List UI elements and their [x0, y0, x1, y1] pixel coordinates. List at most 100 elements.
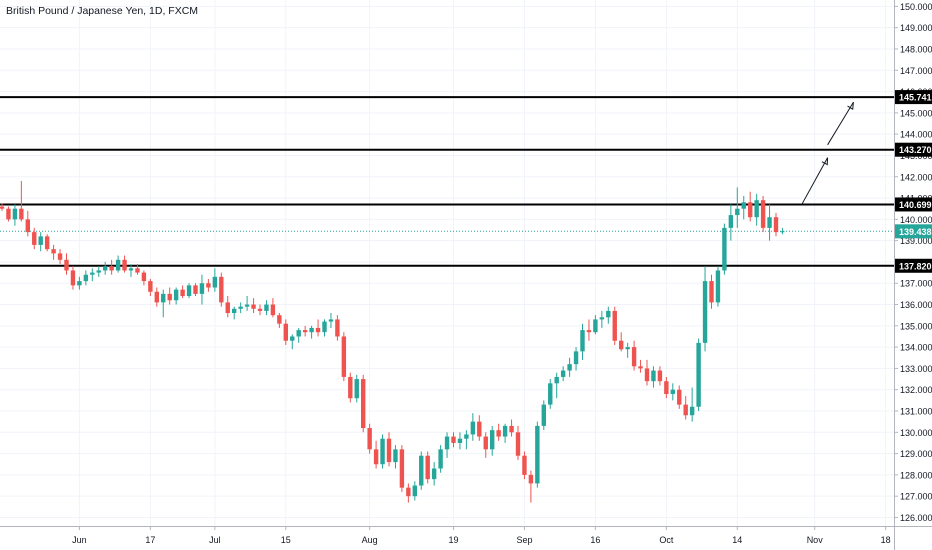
candle-body [689, 406, 695, 416]
candle-body [277, 315, 282, 324]
candle-body [109, 266, 114, 271]
candle-body [541, 404, 546, 426]
candle-body [167, 293, 172, 301]
candle-body [612, 310, 617, 341]
candle-body [728, 215, 734, 228]
candle-body [148, 281, 153, 292]
trend-arrow-line[interactable] [827, 101, 854, 146]
candle-body [206, 283, 211, 288]
candle-body [348, 376, 353, 399]
candle-body [0, 206, 5, 209]
horizontal-levels[interactable] [0, 96, 894, 267]
y-tick-label: 131.000 [900, 407, 932, 417]
candle-body [141, 272, 147, 282]
candle-body [154, 291, 159, 303]
x-tick-label: 17 [145, 535, 155, 545]
candle-body [657, 370, 663, 382]
candle-body [677, 389, 682, 405]
candle-body [464, 434, 469, 439]
candle-body [406, 487, 411, 497]
x-tick-label: Nov [807, 535, 824, 545]
candle-body [625, 347, 630, 350]
candle-body [651, 370, 656, 382]
candle-body [64, 259, 69, 271]
candle-body [554, 376, 559, 384]
x-tick-label: Oct [659, 535, 674, 545]
candle-body [309, 327, 314, 333]
candle-body [328, 319, 334, 322]
candle-body [193, 285, 198, 294]
x-tick-label: 19 [448, 535, 458, 545]
y-tick-label: 150.000 [900, 2, 932, 12]
candle-body [103, 266, 108, 271]
candle-body [477, 421, 482, 437]
level-price-label: 145.741 [899, 93, 932, 103]
x-axis[interactable]: Jun17Jul15Aug19Sep16Oct14Nov18D [72, 526, 932, 545]
candle-body [180, 289, 185, 297]
candle-body [599, 317, 605, 320]
x-tick-label: 18 [881, 535, 891, 545]
candle-body [593, 319, 598, 333]
candle-body [457, 438, 463, 443]
candle-body [335, 319, 340, 337]
candle-body [748, 202, 753, 218]
candle-body [128, 268, 134, 271]
candle-body [25, 219, 30, 233]
candle-body [502, 425, 508, 437]
candle-body [12, 208, 18, 220]
candle-body [51, 249, 56, 254]
trend-arrows[interactable] [801, 101, 854, 205]
arrow-head [821, 157, 829, 166]
y-tick-label: 149.000 [900, 23, 932, 33]
chart-title: British Pound / Japanese Yen, 1D, FXCM [6, 5, 199, 17]
y-tick-label: 134.000 [900, 343, 932, 353]
candle-body [161, 293, 166, 303]
level-price-label: 143.270 [899, 145, 932, 155]
y-tick-label: 129.000 [900, 449, 932, 459]
candle-body [754, 200, 759, 218]
last-price-label: 139.438 [899, 227, 932, 237]
candle-body [251, 304, 256, 309]
candle-body [606, 310, 611, 318]
candle-body [509, 425, 514, 433]
trend-arrow-line[interactable] [801, 157, 829, 205]
arrow-head [847, 102, 854, 111]
candle-body [496, 430, 501, 437]
candle-body [315, 327, 321, 333]
candle-body [522, 455, 527, 475]
candle-body [528, 474, 534, 484]
candle-body [644, 368, 650, 382]
candle-body [290, 336, 295, 341]
level-price-label-bg [895, 90, 932, 105]
candle-body [6, 208, 11, 220]
candle-body [32, 232, 37, 245]
candles [0, 181, 785, 503]
x-tick-label: Aug [362, 535, 378, 545]
y-tick-label: 140.000 [900, 215, 932, 225]
x-tick-label: Jun [72, 535, 87, 545]
candle-body [238, 306, 243, 309]
candle-body [767, 217, 772, 228]
x-tick-label: 16 [590, 535, 600, 545]
candle-body [186, 285, 192, 297]
y-tick-label: 132.000 [900, 385, 932, 395]
candle-body [135, 268, 140, 273]
candle-body [270, 304, 276, 316]
candle-body [212, 276, 218, 288]
candle-body [490, 430, 495, 450]
candle-body [586, 330, 592, 333]
candle-body [670, 389, 675, 394]
candle-body [173, 289, 179, 301]
candle-body [225, 302, 230, 314]
candle-body [444, 436, 450, 450]
x-tick-label: 14 [732, 535, 742, 545]
candle-body [683, 404, 688, 416]
y-tick-label: 145.000 [900, 108, 932, 118]
candle-body [760, 200, 766, 228]
candle-body [560, 370, 566, 377]
candle-body [393, 449, 398, 463]
candle-body [664, 381, 669, 394]
